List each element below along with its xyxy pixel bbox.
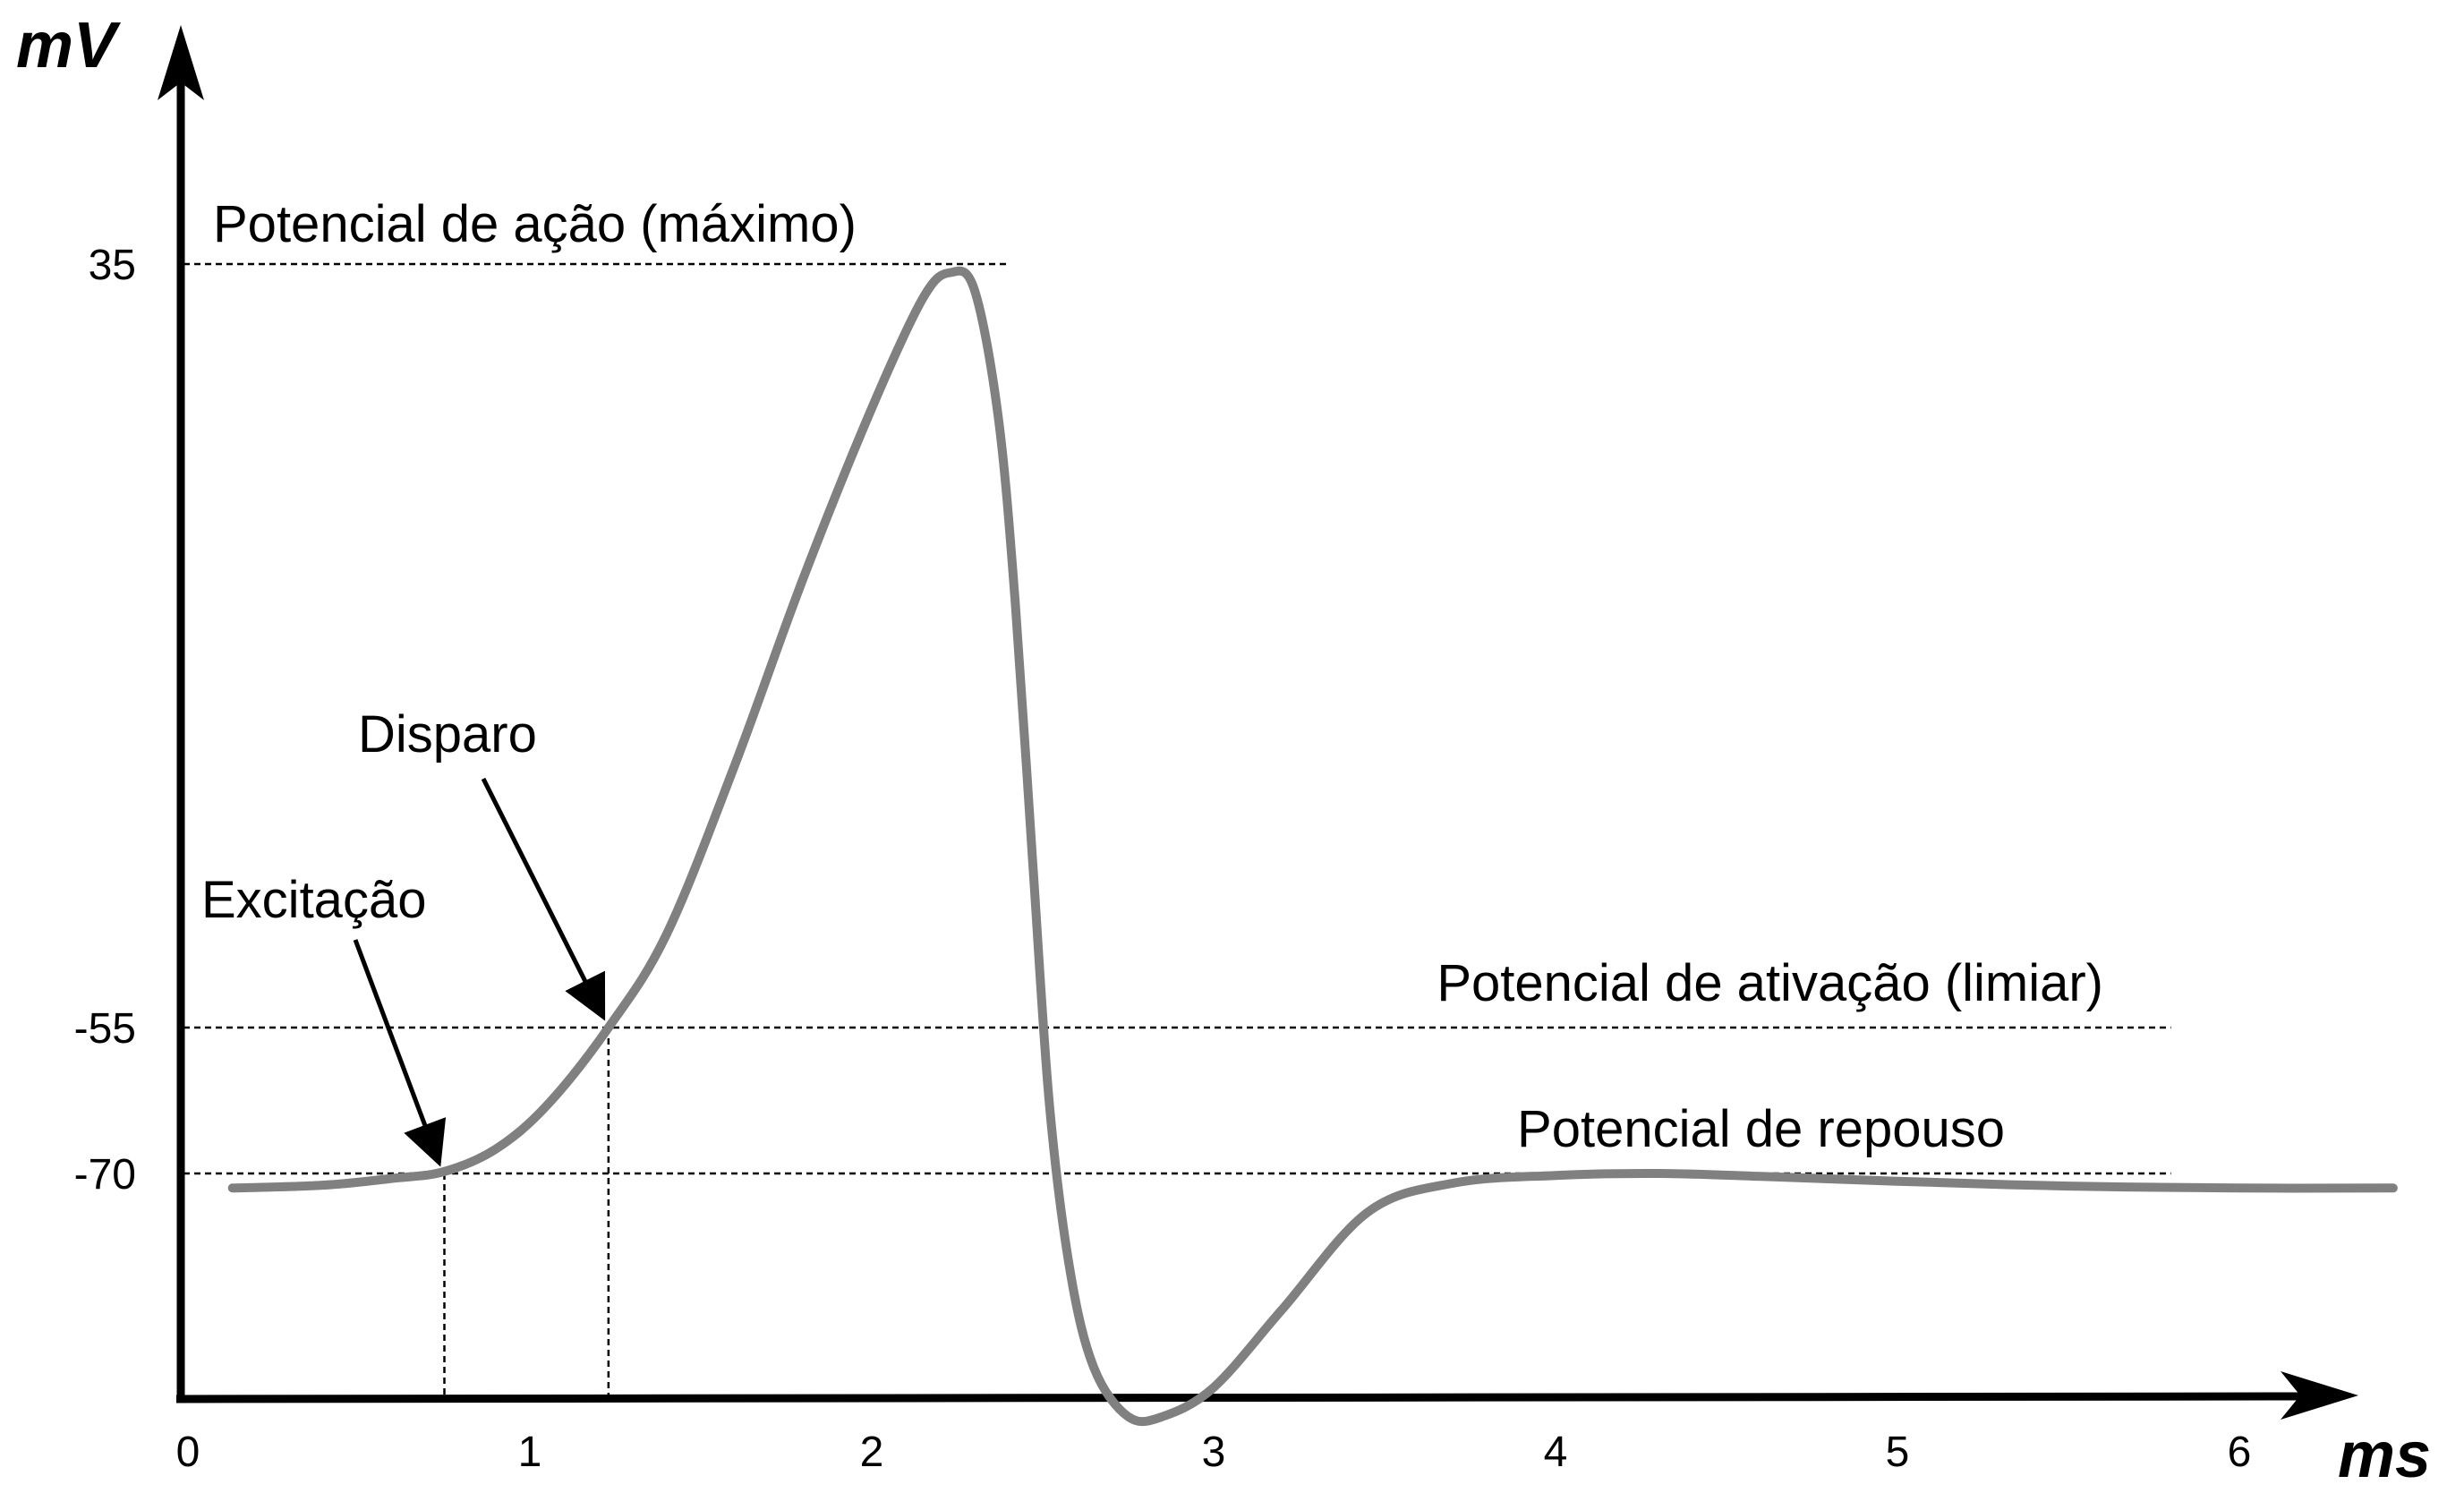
x-tick-label: 3	[1202, 1429, 1226, 1476]
y-tick-label: 35	[89, 242, 136, 289]
annotation-label: Excitação	[201, 871, 426, 929]
reference-lines	[183, 262, 2171, 1175]
x-tick-label: 5	[1886, 1429, 1910, 1476]
x-tick-label: 2	[860, 1429, 884, 1476]
reference-line-label: Potencial de ativação (limiar)	[1437, 954, 2103, 1012]
drop-lines	[443, 1028, 610, 1395]
annotations: Disparo Excitação	[201, 705, 606, 1167]
annotation-arrow	[481, 777, 606, 1021]
x-tick-labels: 0 1 2 3 4 5 6	[176, 1429, 2252, 1476]
y-axis-title: mV	[16, 10, 122, 81]
x-axis-line	[175, 1392, 2310, 1403]
axes	[158, 25, 2358, 1420]
reference-line-label: Potencial de repouso	[1517, 1100, 2005, 1158]
y-tick-labels: 35 -55 -70	[74, 242, 136, 1199]
x-tick-label: 1	[518, 1429, 542, 1476]
annotation-arrow	[353, 939, 447, 1167]
membrane-potential-curve	[227, 266, 2398, 1427]
y-tick-label: -70	[74, 1151, 136, 1199]
y-tick-label: -55	[74, 1005, 136, 1053]
reference-line-labels: Potencial de ação (máximo) Potencial de a…	[213, 195, 2103, 1158]
x-tick-label: 6	[2228, 1429, 2252, 1476]
x-tick-label: 0	[176, 1429, 200, 1476]
annotation-label: Disparo	[358, 705, 537, 764]
y-axis-arrowhead	[158, 25, 204, 100]
reference-line-label: Potencial de ação (máximo)	[213, 195, 857, 253]
x-tick-label: 4	[1544, 1429, 1568, 1476]
x-axis-arrowhead	[2281, 1371, 2358, 1420]
x-axis-title: ms	[2338, 1420, 2431, 1491]
